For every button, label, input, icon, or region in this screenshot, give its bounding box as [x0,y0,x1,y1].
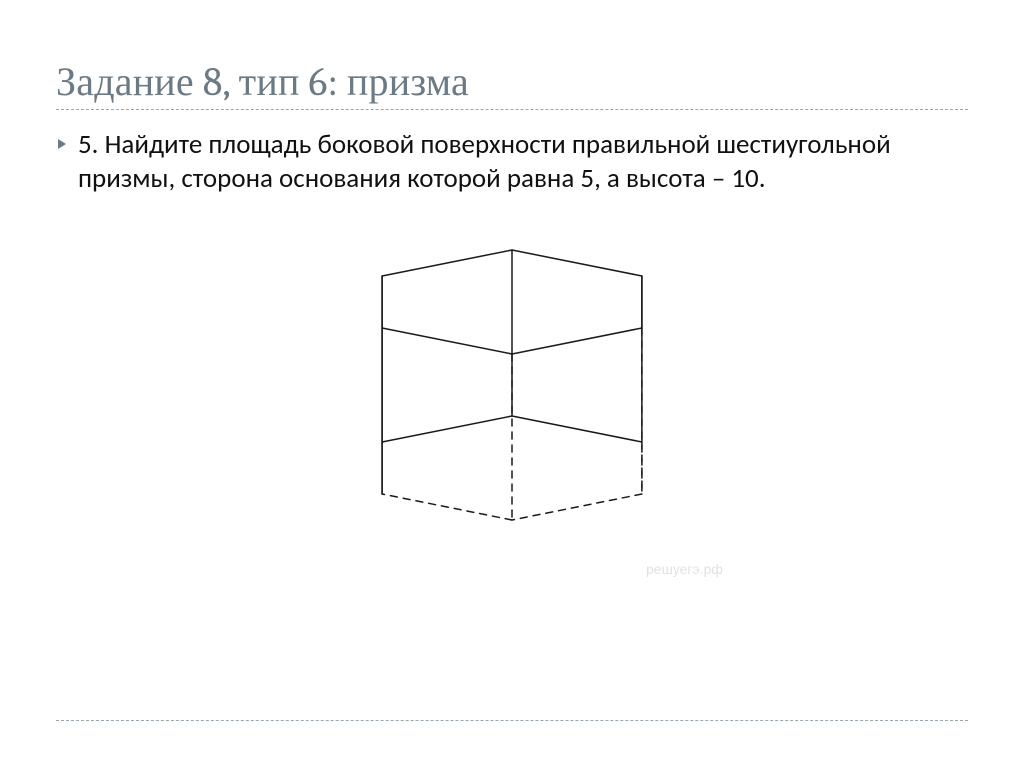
title-divider [56,109,968,110]
problem-text: 5. Найдите площадь боковой поверхности п… [78,128,968,196]
footer-divider [56,720,968,721]
bullet-icon [56,138,68,150]
page-title: Задание 8, тип 6: призма [56,58,968,105]
slide: Задание 8, тип 6: призма 5. Найдите площ… [0,0,1024,767]
watermark: решуегэ.рф [646,561,723,577]
hexagonal-prism-diagram [312,238,712,538]
title-row: Задание 8, тип 6: призма [56,58,968,110]
body-block: 5. Найдите площадь боковой поверхности п… [56,128,968,196]
figure-wrap [56,238,968,538]
